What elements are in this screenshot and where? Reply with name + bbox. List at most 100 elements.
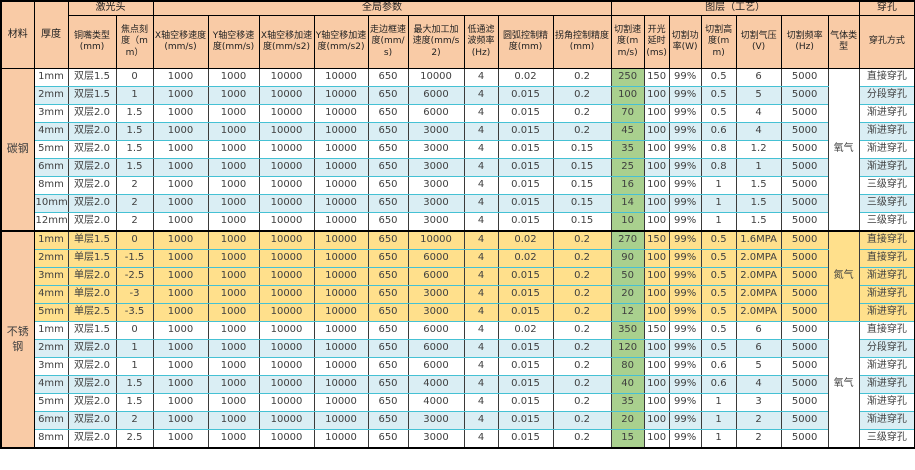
cell-frame-speed: 650 [367,212,409,232]
cell-laser-on-delay: 100 [643,86,670,105]
cell-focus-scale: 0 [115,230,154,250]
cell-pierce-method: 渐进穿孔 [858,104,915,123]
cell-thickness: 12mm [33,212,69,232]
cell-x-travel-accel: 10000 [258,194,315,213]
cell-pierce-method: 渐进穿孔 [858,375,915,394]
cell-max-process-accel: 3000 [407,411,465,430]
cell-nozzle-type: 双层2.0 [67,158,117,177]
cell-x-travel-accel: 10000 [258,393,315,412]
cell-cut-speed: 45 [610,122,645,141]
cell-pierce-method: 直接穿孔 [858,249,915,268]
cell-y-travel-speed: 1000 [207,212,260,232]
cell-x-travel-speed: 1000 [152,140,209,159]
cell-max-process-accel: 6000 [407,321,465,340]
cell-nozzle-type: 双层2.0 [67,411,117,430]
cell-nozzle-type: 双层1.5 [67,86,117,105]
table-row: 1mm 双层1.5 0 1000 1000 10000 10000 650 6000 4 0.02 0… [1,321,915,449]
cell-y-travel-speed: 1000 [207,68,260,87]
cell-cut-gas-pressure: 5 [735,86,782,105]
cell-corner-control-precision: 0.2 [552,285,612,304]
cell-corner-control-precision: 0.2 [552,267,612,286]
cell-laser-on-delay: 100 [643,267,670,286]
cell-cut-height: 0.8 [700,158,737,177]
cell-y-travel-accel: 10000 [313,267,369,286]
cell-x-travel-accel: 10000 [258,267,315,286]
cell-lowpass-filter-freq: 4 [463,68,499,87]
cell-cut-height: 0.5 [700,285,737,304]
cell-nozzle-type: 双层1.5 [67,68,117,87]
group-header-材料: 材料 [0,0,35,69]
cell-cut-speed: 25 [610,158,645,177]
cell-y-travel-accel: 10000 [313,375,369,394]
cell-corner-control-precision: 0.15 [552,176,612,195]
cell-y-travel-accel: 10000 [313,68,369,87]
column-header-cut-speed: 开光延时(ms) [643,15,670,69]
cell-x-travel-accel: 10000 [258,375,315,394]
cell-cut-frequency: 5000 [780,357,829,376]
cell-max-process-accel: 3000 [407,303,465,322]
cell-frame-speed: 650 [367,194,409,213]
table-row: 3mm 单层2.0 -2.5 1000 1000 10000 10000 650 6000 4 0.… [1,267,915,286]
cell-y-travel-speed: 1000 [207,249,260,268]
cell-lowpass-filter-freq: 4 [463,249,499,268]
cell-x-travel-speed: 1000 [152,267,209,286]
cell-thickness: 5mm [33,393,69,412]
cell-nozzle-type: 双层2.0 [67,122,117,141]
cell-lowpass-filter-freq: 4 [463,122,499,141]
table-row: 3mm 双层2.0 1.5 1000 1000 10000 10000 650 6000 4 0.0… [1,104,915,123]
cell-arc-control-precision: 0.015 [497,158,554,177]
cell-cut-speed: 90 [610,249,645,268]
cell-x-travel-accel: 10000 [258,104,315,123]
cell-max-process-accel: 3000 [407,140,465,159]
cell-cut-speed: 70 [610,104,645,123]
cell-cut-frequency: 5000 [780,140,829,159]
cell-x-travel-speed: 1000 [152,411,209,430]
table-row: 5mm 双层2.0 1.5 1000 1000 10000 10000 650 4000 4 0.0… [1,393,915,412]
column-header-cut-frequency: 气体类型 [827,15,860,69]
cell-cut-power: 99% [668,68,702,87]
cell-thickness: 5mm [33,140,69,159]
cell-corner-control-precision: 0.2 [552,303,612,322]
cell-cut-speed: 80 [610,357,645,376]
cell-y-travel-speed: 1000 [207,158,260,177]
cell-laser-on-delay: 100 [643,158,670,177]
cell-frame-speed: 650 [367,375,409,394]
cell-cut-speed: 10 [610,212,645,232]
cell-laser-on-delay: 100 [643,303,670,322]
cell-cut-frequency: 5000 [780,104,829,123]
cell-focus-scale: -1.5 [115,249,154,268]
cell-laser-on-delay: 100 [643,357,670,376]
cell-cut-gas-pressure: 1.5 [735,212,782,232]
cell-corner-control-precision: 0.2 [552,86,612,105]
cell-cut-power: 99% [668,285,702,304]
cell-focus-scale: 2 [115,212,154,232]
cell-corner-control-precision: 0.2 [552,68,612,87]
cell-x-travel-accel: 10000 [258,176,315,195]
cell-y-travel-speed: 1000 [207,429,260,449]
cell-lowpass-filter-freq: 4 [463,357,499,376]
cell-y-travel-accel: 10000 [313,104,369,123]
cell-x-travel-accel: 10000 [258,303,315,322]
sub-header-row: 铜嘴类型(mm) 焦点刻度（mm） X轴空移速度(mm/s) Y轴空移速度(mm/s)… [1,15,915,69]
cell-cut-height: 1 [700,176,737,195]
cell-pierce-method: 三级穿孔 [858,194,915,213]
cell-lowpass-filter-freq: 4 [463,212,499,232]
cell-cut-height: 0.5 [700,321,737,340]
cell-corner-control-precision: 0.2 [552,393,612,412]
cell-corner-control-precision: 0.2 [552,357,612,376]
cell-x-travel-speed: 1000 [152,104,209,123]
cell-thickness: 3mm [33,104,69,123]
cell-laser-on-delay: 150 [643,230,670,250]
cell-cut-gas-pressure: 6 [735,339,782,358]
cell-cut-power: 99% [668,249,702,268]
group-header-厚度: 厚度 [33,0,69,69]
cell-pierce-method: 渐进穿孔 [858,411,915,430]
cell-focus-scale: 1.5 [115,122,154,141]
cell-thickness: 3mm [33,357,69,376]
cell-arc-control-precision: 0.015 [497,86,554,105]
cell-x-travel-speed: 1000 [152,194,209,213]
cell-frame-speed: 650 [367,230,409,250]
cell-corner-control-precision: 0.2 [552,230,612,250]
cell-cut-height: 0.5 [700,230,737,250]
cell-cut-power: 99% [668,104,702,123]
